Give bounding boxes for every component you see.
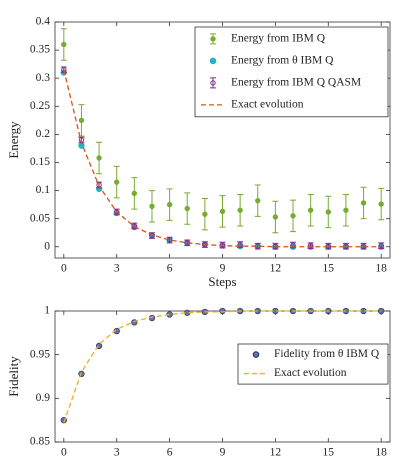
x-tick-label: 18 [375, 263, 387, 275]
y-tick-label: 0.95 [30, 348, 50, 360]
y-tick-label: 0.1 [36, 184, 51, 196]
y-tick-label: 0.25 [30, 100, 50, 112]
point [166, 201, 173, 208]
legend-label: Fidelity from θ IBM Q [274, 348, 380, 360]
point [96, 155, 102, 161]
point [237, 207, 243, 213]
legend-swatch [210, 80, 216, 86]
x-axis-label: Steps [208, 458, 236, 461]
point [219, 208, 226, 215]
y-tick-label: 0.3 [36, 72, 51, 84]
point [202, 211, 208, 217]
exact-line [63, 310, 382, 424]
legend-label: Exact evolution [274, 367, 347, 379]
x-tick-label: 9 [220, 447, 226, 459]
x-tick-label: 9 [220, 263, 226, 275]
x-tick-label: 18 [375, 447, 387, 459]
legend-swatch [209, 57, 217, 65]
point [272, 214, 279, 220]
y-tick-label: 0.05 [30, 212, 50, 224]
y-tick-label: 0.85 [30, 436, 50, 448]
point [114, 179, 120, 185]
point [307, 242, 314, 249]
x-tick-label: 3 [114, 263, 120, 275]
x-axis-label: Steps [208, 274, 236, 289]
legend-box [194, 26, 389, 118]
point [61, 41, 67, 48]
y-tick-label: 0.9 [36, 392, 51, 404]
point [149, 203, 155, 210]
y-axis-label: Fidelity [6, 356, 21, 397]
point [378, 242, 384, 249]
point [360, 200, 367, 206]
point [255, 197, 261, 204]
legend-label: Energy from IBM Q [231, 33, 326, 45]
x-tick-label: 12 [270, 447, 282, 459]
x-tick-label: 6 [167, 263, 173, 275]
legend-label: Energy from IBM Q QASM [231, 77, 361, 89]
point [307, 207, 314, 213]
y-tick-label: 0.2 [36, 128, 51, 140]
legend-box [237, 343, 389, 385]
point [131, 190, 138, 197]
x-tick-label: 0 [61, 447, 67, 459]
legend-label: Exact evolution [231, 99, 304, 111]
y-tick-label: 1 [44, 305, 50, 317]
x-tick-label: 15 [323, 447, 335, 459]
x-tick-label: 15 [323, 263, 335, 275]
point [325, 209, 331, 215]
point [343, 207, 349, 213]
legend-swatch [252, 351, 260, 358]
point [78, 117, 85, 124]
point [114, 209, 120, 215]
legend-label: Energy from θ IBM Q [231, 55, 334, 67]
point [131, 223, 138, 229]
legend-swatch [210, 77, 216, 89]
point [149, 232, 155, 239]
point [219, 307, 226, 315]
point [184, 205, 190, 212]
y-tick-label: 0.4 [36, 16, 51, 28]
legend-swatch [210, 36, 216, 42]
x-tick-label: 6 [167, 447, 173, 459]
y-tick-label: 0.15 [30, 156, 50, 168]
x-tick-label: 12 [270, 263, 282, 275]
y-tick-label: 0.35 [30, 44, 50, 56]
x-tick-label: 0 [61, 263, 67, 275]
point [290, 213, 296, 219]
x-tick-label: 3 [114, 447, 120, 459]
exact-line [63, 69, 382, 248]
y-tick-label: 0 [44, 240, 50, 252]
point [378, 201, 384, 207]
y-axis-label: Energy [6, 121, 21, 159]
